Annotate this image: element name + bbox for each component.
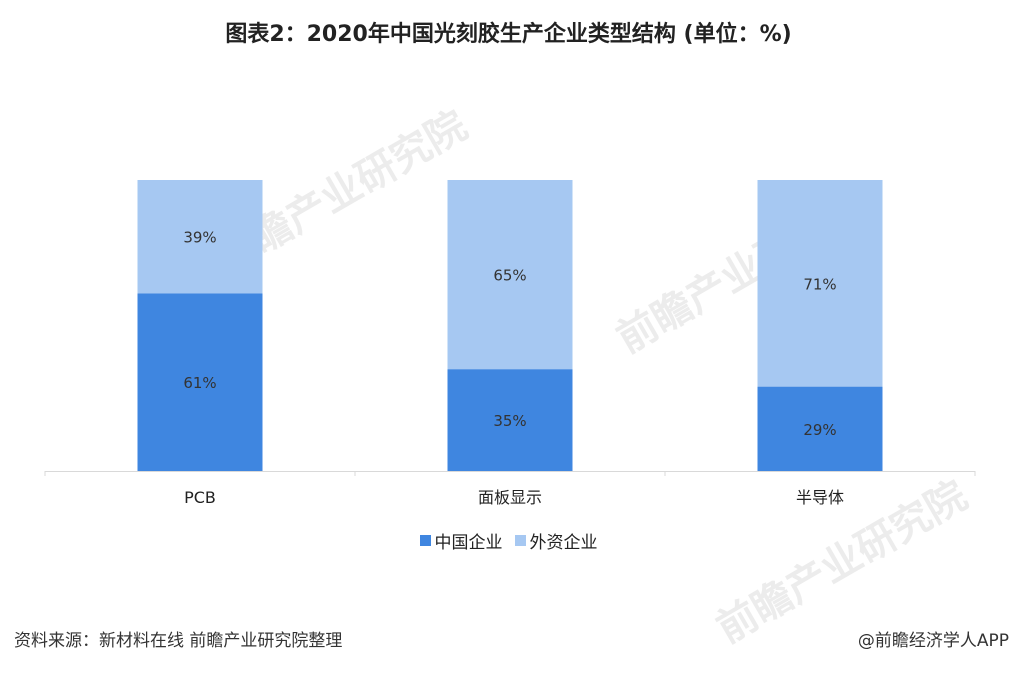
bar-segment-china-3 <box>757 386 883 471</box>
data-label: 39% <box>183 229 216 247</box>
chart-legend: 中国企业 外资企业 <box>0 528 1017 553</box>
brand-credit: @前瞻经济学人APP <box>857 631 1009 651</box>
legend-label-foreign: 外资企业 <box>529 533 598 553</box>
bar-segment-foreign-1 <box>137 180 263 294</box>
x-tick-label: 半导体 <box>796 488 844 507</box>
legend-swatch-china <box>419 535 431 546</box>
legend-item-china: 中国企业 <box>419 528 503 553</box>
x-tick-label: 面板显示 <box>478 488 542 507</box>
source-note: 资料来源：新材料在线 前瞻产业研究院整理 <box>14 631 343 651</box>
legend-item-foreign: 外资企业 <box>514 528 598 553</box>
x-tick-label: PCB <box>184 488 216 507</box>
data-label: 71% <box>803 275 836 293</box>
data-label: 35% <box>493 412 526 430</box>
bar-segment-foreign-3 <box>757 180 883 387</box>
data-label: 65% <box>493 267 526 285</box>
legend-label-china: 中国企业 <box>434 533 503 553</box>
bar-segment-china-1 <box>137 293 263 471</box>
chart-title: 图表2：2020年中国光刻胶生产企业类型结构 (单位：%) <box>225 22 792 47</box>
data-label: 61% <box>183 374 216 392</box>
legend-swatch-foreign <box>514 535 526 546</box>
data-label: 29% <box>803 421 836 439</box>
bar-segment-china-2 <box>447 369 573 471</box>
bar-segment-foreign-2 <box>447 180 573 370</box>
